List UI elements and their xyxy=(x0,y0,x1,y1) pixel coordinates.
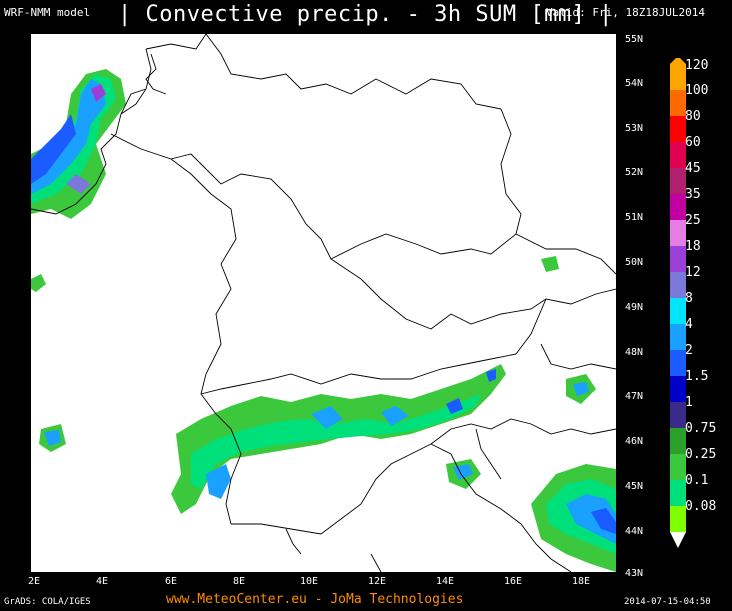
legend-label: 0.25 xyxy=(685,447,717,462)
legend-swatch xyxy=(670,376,686,402)
legend-swatch xyxy=(670,272,686,298)
lat-label: 54N xyxy=(625,78,644,89)
legend-swatch xyxy=(670,350,686,376)
lat-label: 47N xyxy=(625,391,644,402)
lat-label: 43N xyxy=(625,568,644,579)
precip-balkans xyxy=(39,256,616,572)
legend-swatch xyxy=(670,480,686,506)
legend-label: 8 xyxy=(685,291,693,306)
header: WRF-NMM model | Convective precip. - 3h … xyxy=(0,0,732,34)
lon-label: 14E xyxy=(436,576,455,587)
lon-label: 18E xyxy=(572,576,591,587)
lon-label: 16E xyxy=(504,576,523,587)
legend-label: 4 xyxy=(685,317,693,332)
legend-label: 25 xyxy=(685,213,701,228)
legend-swatch xyxy=(670,246,686,272)
legend-swatch xyxy=(670,116,686,142)
legend-swatch xyxy=(670,428,686,454)
legend-label: 120 xyxy=(685,58,709,73)
lat-label: 44N xyxy=(625,526,644,537)
lon-label: 4E xyxy=(96,576,109,587)
precip-adriatic xyxy=(446,459,481,489)
legend-label: 60 xyxy=(685,135,701,150)
legend-colorbar xyxy=(670,58,686,548)
precip-west-coast xyxy=(31,69,126,292)
lat-label: 51N xyxy=(625,212,644,223)
grads-credit: GrADS: COLA/IGES xyxy=(4,597,91,607)
legend-label: 1.5 xyxy=(685,369,709,384)
lat-label: 50N xyxy=(625,257,644,268)
lat-label: 55N xyxy=(625,34,644,45)
legend-label: 0.08 xyxy=(685,499,717,514)
lon-label: 8E xyxy=(233,576,246,587)
precip-map xyxy=(31,34,616,572)
generation-timestamp: 2014-07-15-04:50 xyxy=(624,597,711,607)
legend-swatch xyxy=(670,90,686,116)
lat-label: 49N xyxy=(625,302,644,313)
legend-swatch xyxy=(670,298,686,324)
legend-label: 35 xyxy=(685,187,701,202)
legend-label: 100 xyxy=(685,83,709,98)
legend-label: 0.1 xyxy=(685,473,709,488)
lat-label: 53N xyxy=(625,123,644,134)
legend-label: 18 xyxy=(685,239,701,254)
legend-label: 2 xyxy=(685,343,693,358)
legend-label: 80 xyxy=(685,109,701,124)
lon-label: 12E xyxy=(368,576,387,587)
lon-label: 6E xyxy=(165,576,178,587)
precip-alps xyxy=(171,364,506,514)
legend-label: 45 xyxy=(685,161,701,176)
map-panel xyxy=(31,34,616,572)
valid-time: Valid: Fri, 18Z18JUL2014 xyxy=(546,6,705,19)
site-credit: www.MeteoCenter.eu - JoMa Technologies xyxy=(166,592,464,607)
lat-label: 45N xyxy=(625,481,644,492)
legend-swatch xyxy=(670,194,686,220)
legend-label: 0.75 xyxy=(685,421,717,436)
lon-label: 10E xyxy=(300,576,319,587)
map-title: | Convective precip. - 3h SUM [mm] | xyxy=(118,2,613,27)
color-legend: 120 100 80 60 45 35 25 18 12 8 4 2 1.5 1… xyxy=(668,58,732,554)
legend-label: 12 xyxy=(685,265,701,280)
country-borders xyxy=(31,34,616,572)
legend-swatch xyxy=(670,168,686,194)
lat-label: 48N xyxy=(625,347,644,358)
lat-label: 46N xyxy=(625,436,644,447)
lon-label: 2E xyxy=(28,576,41,587)
legend-swatch xyxy=(670,64,686,90)
legend-swatch xyxy=(670,142,686,168)
lat-label: 52N xyxy=(625,167,644,178)
legend-swatch xyxy=(670,402,686,428)
legend-bottom-arrow xyxy=(670,532,686,548)
legend-swatch xyxy=(670,506,686,532)
legend-top-arrow xyxy=(670,58,686,64)
title-text: Convective precip. - 3h SUM [mm] xyxy=(145,2,586,27)
model-name: WRF-NMM model xyxy=(4,6,91,19)
legend-label: 1 xyxy=(685,395,693,410)
legend-swatch xyxy=(670,324,686,350)
legend-swatch xyxy=(670,454,686,480)
legend-swatch xyxy=(670,220,686,246)
